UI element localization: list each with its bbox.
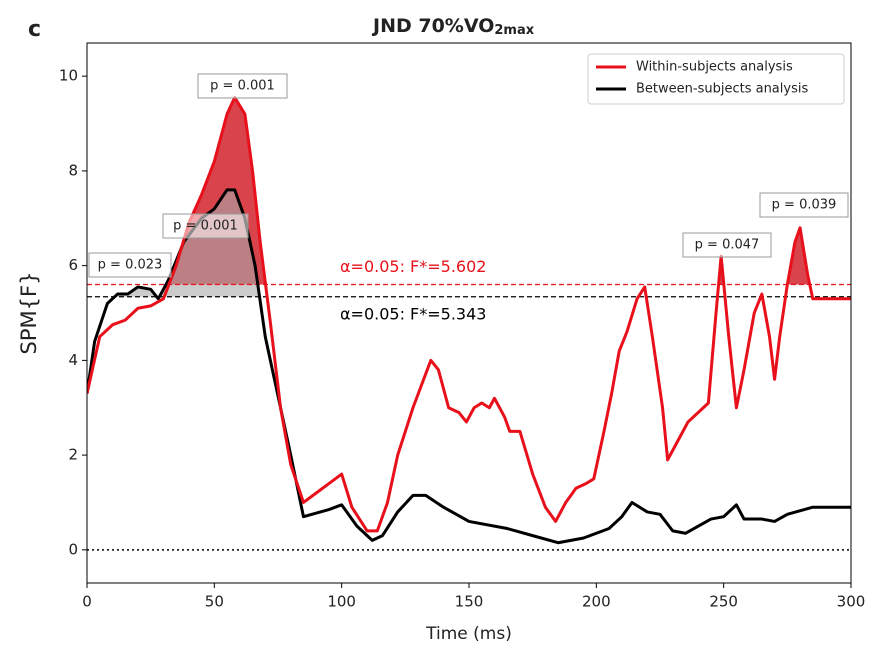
y-tick-label: 2 [68,446,78,464]
annotation: p = 0.047 [695,238,760,253]
y-tick-label: 4 [68,351,78,369]
annotation: p = 0.023 [98,258,163,273]
shaded-region [87,97,851,285]
threshold-label: α=0.05: F*=5.602 [340,257,486,276]
x-tick-label: 150 [455,593,484,611]
annotation: p = 0.001 [210,79,275,94]
annotation-box [197,73,288,99]
x-tick-label: 0 [82,593,92,611]
y-tick-label: 8 [68,161,78,179]
y-tick-label: 0 [68,540,78,558]
series-line [87,95,851,533]
annotation: p = 0.001 [173,219,238,234]
x-axis-label: Time (ms) [425,624,512,644]
legend-label: Within-subjects analysis [636,60,793,75]
annotation-box [759,192,849,218]
title-main: JND 70%VO [371,15,494,37]
annotation: p = 0.039 [772,198,837,213]
y-tick-label: 6 [68,256,78,274]
y-tick-label: 10 [59,67,78,85]
threshold-label: α=0.05: F*=5.343 [340,304,486,323]
title-subscript: 2max [494,23,534,38]
x-tick-label: 300 [837,593,866,611]
legend-box [587,53,845,105]
annotation-box [88,252,172,278]
series-line [87,188,851,545]
chart-title: JND 70%VO2max [371,15,535,38]
legend-label: Between-subjects analysis [636,82,808,97]
panel-label: c [28,17,41,42]
x-tick-label: 200 [582,593,611,611]
annotation-box [162,213,249,239]
x-tick-label: 100 [327,593,356,611]
x-tick-label: 250 [709,593,738,611]
x-tick-label: 50 [205,593,224,611]
y-axis-label: SPM{F} [17,272,41,355]
annotation-box [682,232,772,258]
